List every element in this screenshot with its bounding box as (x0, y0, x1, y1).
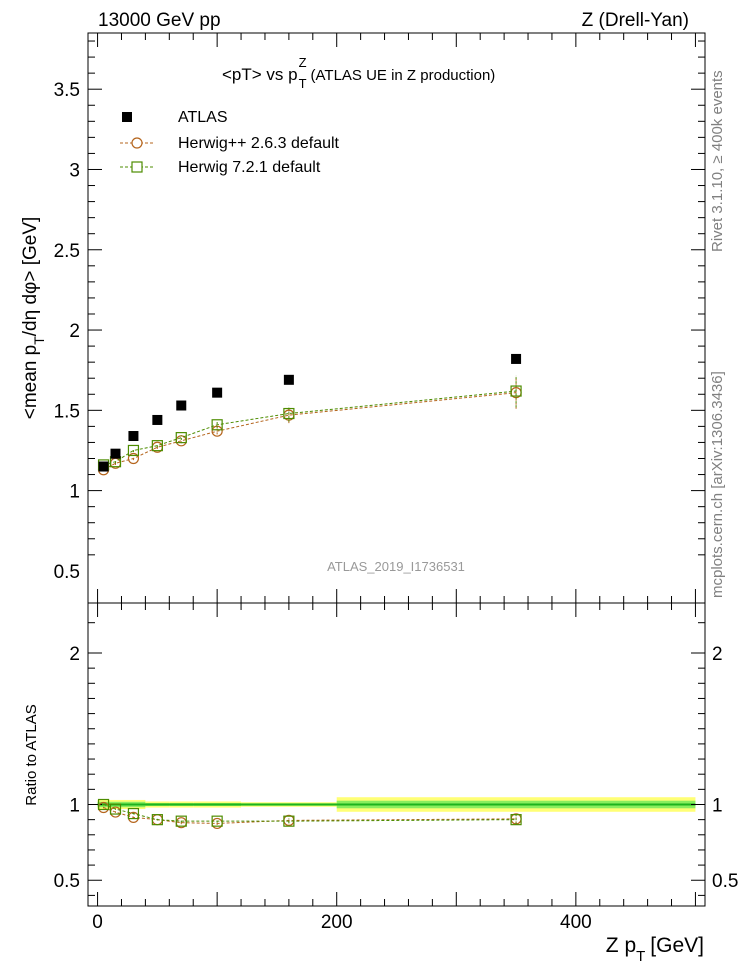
y-tick-label: 3.5 (54, 80, 80, 101)
ratio-plot-frame (87, 602, 706, 907)
ratio-point-herwig-7-2-1-default (283, 815, 295, 827)
ratio-y-tick-label: 0.5 (54, 871, 80, 892)
x-axis-title-tail: [GeV] (650, 934, 704, 957)
main-point-atlas (98, 461, 109, 472)
y-tick-label: 2 (69, 321, 80, 342)
main-point-herwig-7-2-1-default (127, 444, 140, 457)
main-point-atlas (212, 387, 223, 398)
legend-label-herwigpp: Herwig++ 2.6.3 default (178, 135, 340, 152)
main-point-atlas (283, 374, 294, 385)
header-left: 13000 GeV pp (98, 10, 221, 31)
y-tick-label: 0.5 (54, 562, 80, 583)
ratio-point-herwig-7-2-1-default (97, 798, 110, 811)
main-point-atlas (511, 353, 522, 364)
main-point-atlas (176, 400, 187, 411)
main-point-atlas (110, 448, 121, 459)
plot-title: <pT> vs pTZ (ATLAS UE in Z production) (222, 55, 495, 91)
main-point-herwig-7-2-1-default (510, 385, 522, 397)
y-axis-title: <mean pT/dη dφ> [GeV] (20, 217, 47, 420)
legend-label-herwig7: Herwig 7.2.1 default (178, 159, 321, 176)
x-tick-label: 200 (321, 912, 353, 933)
x-tick-label: 0 (92, 912, 103, 933)
main-point-herwig-2-6-3-default (127, 452, 140, 465)
main-point-atlas (152, 414, 163, 425)
ratio-y-tick-label-right: 2 (712, 644, 723, 665)
legend: ATLAS Herwig++ 2.6.3 default Herwig 7.2.… (120, 109, 340, 176)
plot-title-tail: (ATLAS UE in Z production) (311, 67, 496, 84)
y-axis-title-sub: T (31, 336, 47, 345)
ratio-line-herwig-7-2-1-default (103, 804, 517, 822)
x-axis-title: Z pT [GeV] (606, 934, 704, 965)
legend-label-atlas: ATLAS (178, 109, 228, 126)
x-tick-label: 400 (560, 912, 592, 933)
ratio-point-herwig-7-2-1-default (510, 814, 522, 826)
x-axis-title-sub: T (636, 948, 645, 965)
ratio-y-tick-label-right: 0.5 (712, 871, 738, 892)
main-point-herwig-2-6-3-default (175, 435, 187, 447)
rivet-label: Rivet 3.1.10, ≥ 400k events (709, 70, 726, 252)
main-line-herwig-2-6-3-default (103, 392, 517, 471)
y-tick-label: 1 (69, 482, 80, 503)
ratio-point-herwig-7-2-1-default (175, 815, 187, 827)
legend-marker-herwigpp (131, 137, 143, 149)
x-axis-title-main: Z p (606, 934, 636, 957)
mcplots-label: mcplots.cern.ch [arXiv:1306.3436] (709, 371, 726, 598)
ratio-y-tick-label-right: 1 (712, 795, 723, 816)
ratio-point-herwig-7-2-1-default (109, 803, 122, 815)
main-line-herwig-7-2-1-default (103, 390, 517, 466)
y-tick-label: 3 (69, 160, 80, 181)
main-point-herwig-7-2-1-default (283, 407, 295, 420)
y-tick-label: 2.5 (54, 241, 80, 262)
ratio-point-herwig-7-2-1-default (151, 814, 163, 826)
ratio-point-herwig-7-2-1-default (127, 807, 140, 820)
main-point-herwig-7-2-1-default (151, 440, 163, 452)
plot-title-sub: T (299, 76, 307, 91)
main-point-herwig-7-2-1-default (211, 419, 223, 431)
ratio-y-tick-label: 1 (69, 795, 80, 816)
main-point-atlas (128, 431, 139, 442)
y-tick-label: 1.5 (54, 401, 80, 422)
y-axis-title-a: <mean p (20, 345, 41, 419)
plot-title-sup: Z (299, 55, 307, 70)
legend-marker-herwig7 (131, 161, 143, 173)
ratio-point-herwig-7-2-1-default (211, 815, 223, 827)
main-point-herwig-7-2-1-default (175, 432, 187, 444)
y-axis-title-b: /dη dφ> [GeV] (20, 217, 41, 337)
analysis-watermark: ATLAS_2019_I1736531 (327, 559, 465, 574)
ratio-y-tick-label: 2 (69, 644, 80, 665)
legend-marker-atlas (122, 112, 132, 122)
ratio-y-axis-title: Ratio to ATLAS (23, 704, 40, 805)
header-right: Z (Drell-Yan) (582, 10, 689, 31)
plot-title-main: <pT> vs p (222, 65, 298, 84)
